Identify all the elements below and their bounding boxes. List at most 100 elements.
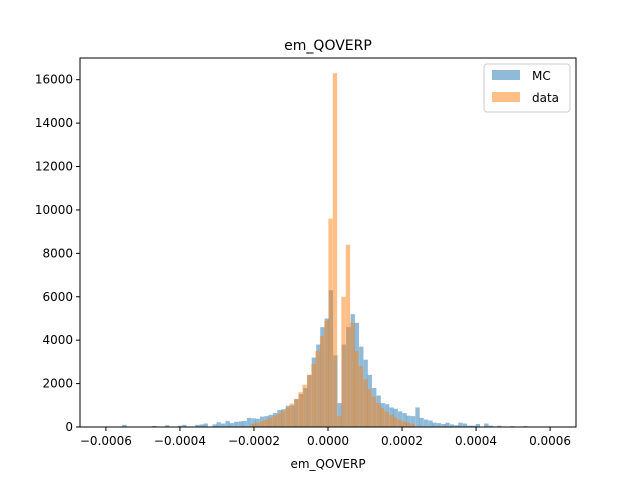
bar-mc-37 bbox=[337, 403, 342, 427]
bar-data-3 bbox=[263, 419, 268, 427]
bar-data-22 bbox=[345, 244, 351, 427]
bar-data-17 bbox=[324, 320, 329, 427]
bar-mc-16 bbox=[246, 417, 252, 427]
bar-mc-12 bbox=[229, 423, 234, 427]
bar-data-9 bbox=[289, 403, 294, 427]
bar-data-1 bbox=[255, 422, 260, 427]
bar-mc-6 bbox=[199, 424, 204, 427]
bar-data-0 bbox=[251, 423, 256, 427]
bar-mc-55 bbox=[415, 407, 420, 427]
bar-mc-64 bbox=[454, 425, 459, 427]
x-tick-label: 0.0000 bbox=[307, 434, 349, 448]
bar-mc-10 bbox=[221, 423, 226, 427]
bar-mc-70 bbox=[484, 423, 489, 427]
bar-data-30 bbox=[380, 407, 385, 427]
bar-data-35 bbox=[402, 421, 407, 427]
axes-layer: −0.0006 −0.0004 −0.0002 0.0000 0.0002 0.0004 0… bbox=[35, 57, 577, 448]
bar-mc-15 bbox=[242, 420, 247, 427]
y-tick-label: 16000 bbox=[35, 73, 73, 87]
bar-data-33 bbox=[393, 417, 398, 427]
bar-data-5 bbox=[272, 415, 277, 427]
bar-data-24 bbox=[354, 351, 359, 427]
bar-mc-11 bbox=[225, 420, 230, 427]
bar-mc-8 bbox=[212, 424, 217, 427]
x-axis-label: em_QOVERP bbox=[290, 457, 365, 471]
y-tick-label: 6000 bbox=[42, 290, 73, 304]
legend-swatch-data bbox=[492, 92, 520, 102]
bar-data-26 bbox=[363, 379, 368, 427]
bar-mc-69 bbox=[475, 423, 481, 427]
bar-mc-54 bbox=[410, 416, 416, 427]
y-tick-label: 0 bbox=[65, 420, 73, 434]
bar-data-28 bbox=[371, 396, 377, 427]
bar-data-2 bbox=[259, 421, 264, 427]
bar-mc-63 bbox=[449, 424, 455, 427]
bar-data-25 bbox=[358, 366, 364, 427]
bar-mc-67 bbox=[467, 425, 472, 427]
bar-mc-68 bbox=[471, 425, 476, 427]
y-tick-label: 10000 bbox=[35, 203, 73, 217]
bar-mc-53 bbox=[406, 415, 411, 427]
bar-mc-2 bbox=[165, 425, 170, 427]
bar-mc-5 bbox=[195, 424, 200, 427]
y-tick-label: 14000 bbox=[35, 116, 73, 130]
legend-label-mc: MC bbox=[532, 69, 551, 83]
bar-data-16 bbox=[319, 335, 325, 427]
bar-mc-1 bbox=[152, 425, 157, 427]
bar-mc-72 bbox=[497, 425, 502, 427]
bar-data-29 bbox=[376, 403, 381, 427]
bar-mc-59 bbox=[432, 422, 437, 427]
bar-data-19 bbox=[332, 73, 338, 427]
x-tick-label: 0.0002 bbox=[381, 434, 423, 448]
bar-data-10 bbox=[293, 398, 299, 427]
bar-data-11 bbox=[298, 392, 303, 427]
legend-label-data: data bbox=[532, 91, 559, 105]
bar-data-4 bbox=[268, 417, 273, 427]
bar-mc-60 bbox=[436, 423, 442, 427]
bar-mc-56 bbox=[419, 417, 424, 427]
bar-data-6 bbox=[276, 413, 281, 427]
x-tick-label: −0.0002 bbox=[228, 434, 280, 448]
bar-mc-66 bbox=[462, 423, 468, 427]
y-tick-label: 8000 bbox=[42, 246, 73, 260]
bar-mc-9 bbox=[216, 422, 221, 427]
bar-mc-52 bbox=[402, 413, 407, 427]
legend: MC data bbox=[483, 63, 571, 113]
bar-mc-61 bbox=[441, 423, 446, 427]
bar-mc-4 bbox=[182, 424, 187, 427]
bar-data-27 bbox=[367, 389, 372, 427]
bar-mc-3 bbox=[177, 425, 183, 427]
bar-data-34 bbox=[397, 419, 402, 427]
x-tick-label: 0.0004 bbox=[455, 434, 497, 448]
bar-data-37 bbox=[410, 423, 415, 427]
bar-data-31 bbox=[384, 411, 389, 427]
legend-swatch-mc bbox=[492, 70, 520, 80]
y-tick-label: 12000 bbox=[35, 160, 73, 174]
bar-data-8 bbox=[285, 407, 290, 427]
bar-mc-58 bbox=[428, 420, 433, 427]
bar-data-14 bbox=[311, 364, 316, 427]
x-tick-label: −0.0004 bbox=[154, 434, 206, 448]
bar-mc-13 bbox=[233, 421, 239, 427]
bar-data-13 bbox=[306, 374, 312, 427]
bar-mc-62 bbox=[445, 422, 450, 427]
bar-data-20 bbox=[337, 416, 342, 427]
bars-layer bbox=[122, 73, 528, 427]
bar-mc-65 bbox=[458, 422, 463, 427]
bar-mc-0 bbox=[122, 424, 127, 427]
bar-mc-14 bbox=[238, 421, 243, 427]
y-tick-label: 2000 bbox=[42, 377, 73, 391]
bar-data-7 bbox=[280, 410, 286, 427]
bar-mc-7 bbox=[203, 423, 208, 427]
bar-mc-51 bbox=[397, 411, 403, 427]
chart-title: em_QOVERP bbox=[284, 38, 372, 54]
bar-data-18 bbox=[328, 218, 333, 427]
y-tick-label: 4000 bbox=[42, 333, 73, 347]
bar-data-32 bbox=[389, 414, 394, 427]
bar-data-36 bbox=[406, 422, 411, 427]
x-tick-label: 0.0006 bbox=[529, 434, 571, 448]
bar-mc-17 bbox=[251, 418, 256, 427]
bar-mc-57 bbox=[423, 419, 429, 427]
x-tick-label: −0.0006 bbox=[80, 434, 132, 448]
